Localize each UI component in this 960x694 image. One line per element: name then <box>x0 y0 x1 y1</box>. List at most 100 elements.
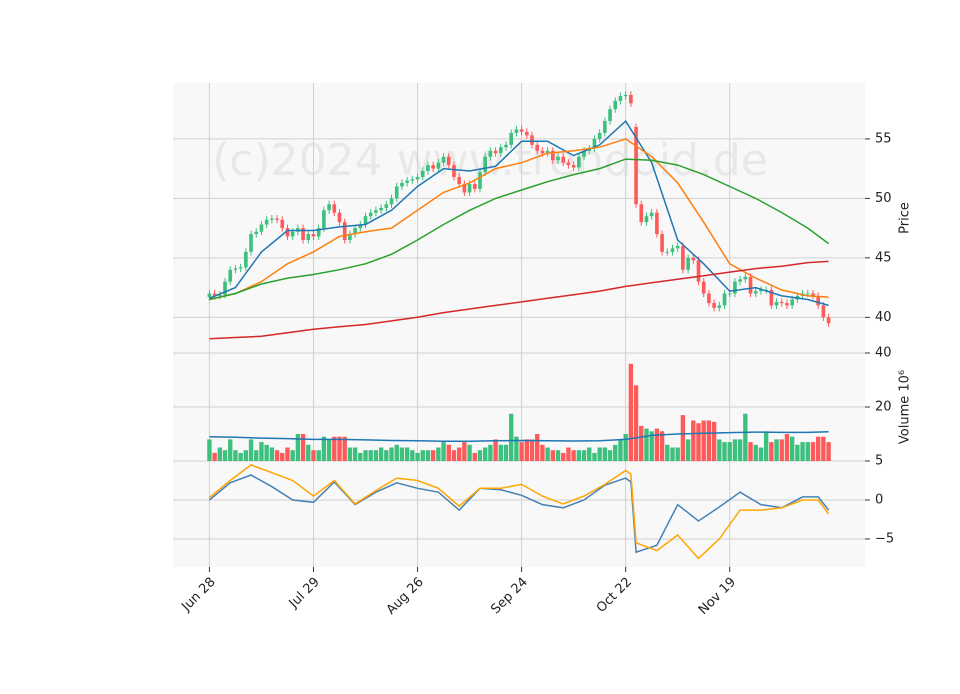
candle-body <box>561 156 566 163</box>
volume-bar <box>524 439 529 461</box>
candle-body <box>212 293 217 296</box>
volume-bar <box>358 452 363 461</box>
volume-bar <box>550 450 556 461</box>
volume-bar <box>404 447 410 461</box>
volume-bar <box>451 450 457 461</box>
candle-body <box>426 165 430 172</box>
volume-bar <box>555 450 561 461</box>
volume-bar <box>477 450 483 461</box>
candle-body <box>644 216 649 223</box>
volume-bar <box>706 420 712 461</box>
volume-bar <box>212 452 217 461</box>
candle-body <box>790 299 794 306</box>
volume-bar <box>519 442 524 461</box>
volume-bar <box>576 450 582 461</box>
volume-bar <box>425 450 431 461</box>
volume-bar <box>826 442 831 461</box>
candle-body <box>311 234 316 237</box>
candle-body <box>332 204 337 213</box>
candle-body <box>691 257 696 261</box>
volume-bar <box>571 450 576 461</box>
volume-bar <box>436 447 441 461</box>
candle-body <box>540 150 545 154</box>
candle-body <box>207 293 212 298</box>
candle-body <box>826 317 831 324</box>
line-series <box>208 474 830 554</box>
volume-bar <box>217 447 223 461</box>
candle-body <box>535 144 540 151</box>
candle-body <box>280 219 285 229</box>
candle-body <box>509 132 514 145</box>
x-tick-label: Aug 26 <box>384 575 427 618</box>
volume-bar <box>415 452 420 461</box>
volume-bar <box>493 439 498 461</box>
volume-bar <box>680 415 686 461</box>
volume-bar <box>659 431 665 461</box>
candle-body <box>353 228 357 235</box>
volume-bar <box>717 439 722 461</box>
volume-bar <box>737 439 743 461</box>
volume-bar <box>337 436 342 461</box>
candle-body <box>254 231 259 235</box>
volume-bar <box>602 447 608 461</box>
volume-bar <box>269 447 275 461</box>
candle-body <box>748 276 753 294</box>
volume-bar <box>378 447 384 461</box>
volume-bar <box>633 385 639 461</box>
volume-bar <box>795 444 800 461</box>
volume-bar <box>561 452 566 461</box>
candle-body <box>623 94 628 97</box>
volume-bar <box>701 420 706 461</box>
volume-bar <box>779 439 784 461</box>
volume-bar <box>332 436 337 461</box>
volume-bar <box>446 444 451 461</box>
volume-bar <box>368 450 373 461</box>
volume-bar <box>248 439 254 461</box>
candle-body <box>821 305 826 318</box>
volume-bar <box>644 428 649 461</box>
volume-bar <box>628 363 634 461</box>
x-tick-label: Nov 19 <box>696 575 739 618</box>
candle-body <box>634 127 638 205</box>
volume-bar <box>285 447 290 461</box>
y-tick-label: 40 <box>875 310 892 325</box>
y-tick-label: 20 <box>875 400 892 415</box>
candle-body <box>785 303 789 306</box>
y-axis-label: Volume 10⁶ <box>898 370 913 444</box>
volume-bar <box>462 442 467 461</box>
candle-body <box>524 131 529 136</box>
candle-body <box>306 234 311 241</box>
candle-body <box>467 184 472 193</box>
candle-body <box>405 180 409 183</box>
candle-body <box>384 204 389 208</box>
candle-body <box>498 147 503 154</box>
candle-body <box>670 248 675 252</box>
volume-bar <box>685 439 691 461</box>
candle-body <box>275 218 279 220</box>
candle-body <box>290 231 295 237</box>
line-series <box>208 464 830 560</box>
candle-body <box>342 222 347 241</box>
volume-bar <box>529 439 535 461</box>
y-tick-label: 0 <box>875 492 883 507</box>
volume-bar <box>607 450 613 461</box>
volume-bar <box>639 425 644 461</box>
y-tick-label: 50 <box>875 191 892 206</box>
candle-body <box>420 171 425 177</box>
volume-bar <box>399 447 405 461</box>
volume-bar <box>597 447 602 461</box>
candle-body <box>811 293 815 296</box>
volume-bar <box>592 452 597 461</box>
y-tick-label: 55 <box>875 131 892 146</box>
volume-bar <box>347 447 353 461</box>
candle-body <box>675 245 680 249</box>
volume-bar <box>456 447 462 461</box>
volume-bar <box>581 450 587 461</box>
volume-bar <box>222 450 228 461</box>
candle-body <box>597 132 602 139</box>
volume-bar <box>352 447 358 461</box>
volume-bar <box>342 436 347 461</box>
volume-bar <box>207 439 212 461</box>
candle-body <box>400 182 404 187</box>
